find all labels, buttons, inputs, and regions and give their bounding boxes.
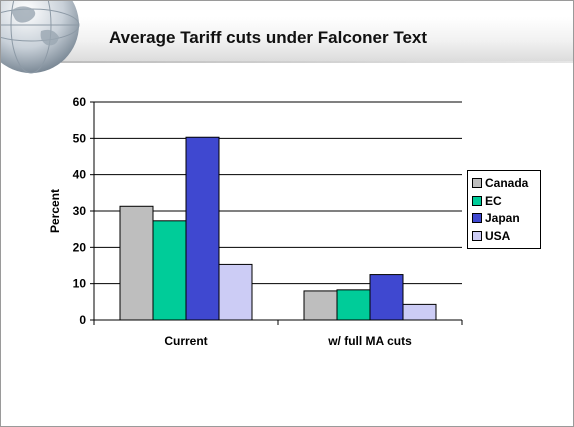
legend-label: EC (485, 193, 502, 208)
legend-swatch (472, 213, 482, 223)
y-tick-label: 30 (73, 204, 87, 218)
y-axis-title: Percent (48, 189, 62, 233)
legend-swatch (472, 178, 482, 188)
bar-canada-2 (303, 290, 338, 321)
globe-icon (1, 1, 80, 74)
bar-usa-1 (218, 263, 253, 321)
y-tick-label: 50 (73, 131, 87, 145)
bar-ec-1 (152, 220, 187, 321)
y-tick-label: 10 (73, 277, 87, 291)
legend-swatch (472, 230, 482, 241)
x-category-label: w/ full MA cuts (327, 334, 412, 348)
y-tick-label: 40 (73, 168, 87, 182)
legend-item-japan: Japan (472, 211, 520, 225)
bar-usa-2 (402, 303, 437, 321)
y-tick-label: 20 (73, 240, 87, 254)
x-category-label: Current (164, 334, 207, 348)
legend-item-ec: EC (472, 194, 502, 208)
chart-legend: Canada EC Japan USA (467, 170, 541, 249)
y-tick-label: 60 (73, 95, 87, 109)
bar-japan-1 (185, 136, 220, 321)
legend-item-usa: USA (472, 229, 510, 243)
title-bar (61, 17, 573, 61)
bar-canada-1 (119, 205, 154, 321)
legend-label: Japan (485, 211, 520, 225)
legend-swatch (472, 195, 482, 206)
legend-label: Canada (485, 176, 529, 190)
title-divider (61, 61, 573, 63)
slide-title: Average Tariff cuts under Falconer Text (109, 28, 428, 47)
bar-ec-2 (336, 289, 371, 321)
legend-item-canada: Canada (472, 176, 528, 190)
y-tick-label: 0 (79, 313, 86, 327)
legend-label: USA (485, 228, 511, 243)
bar-japan-2 (369, 274, 404, 321)
